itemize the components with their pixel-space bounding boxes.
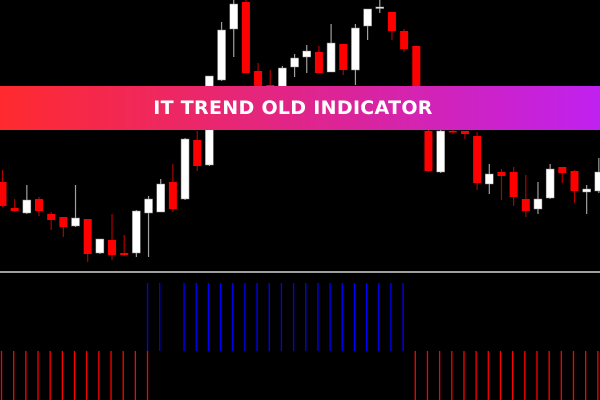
bullish-candle <box>156 183 165 213</box>
bullish-candle <box>485 173 494 185</box>
bearish-candle <box>59 217 68 227</box>
bearish-candle <box>314 52 323 73</box>
bearish-candle <box>558 167 567 173</box>
bearish-candle <box>193 140 202 166</box>
bearish-candle <box>0 182 7 206</box>
price-chart <box>0 0 600 262</box>
bullish-candle <box>132 210 141 254</box>
bearish-candle <box>387 12 396 31</box>
bullish-candle <box>95 238 105 254</box>
bullish-candle <box>71 217 80 227</box>
bullish-candle <box>545 168 555 199</box>
bearish-candle <box>460 131 469 134</box>
bullish-candle <box>144 198 153 214</box>
bullish-candle <box>290 57 299 68</box>
bullish-candle <box>302 50 311 58</box>
bullish-candle <box>436 130 445 173</box>
bearish-candle <box>400 31 409 49</box>
bearish-candle <box>339 44 348 70</box>
bullish-candle <box>180 138 190 200</box>
bearish-candle <box>448 131 457 133</box>
bearish-candle <box>168 182 177 209</box>
bearish-candle <box>473 136 482 183</box>
bearish-candle <box>47 214 56 220</box>
bullish-candle <box>351 27 360 71</box>
bearish-candle <box>241 2 250 73</box>
banner-title: IT TREND OLD INDICATOR <box>153 97 433 119</box>
bullish-candle <box>582 188 591 193</box>
bearish-candle <box>120 253 129 255</box>
bearish-candle <box>497 172 506 176</box>
bearish-candle <box>108 240 117 255</box>
bullish-candle <box>363 8 372 27</box>
bearish-candle <box>10 208 19 211</box>
bullish-candle <box>326 42 336 73</box>
bullish-candle <box>533 198 543 210</box>
bearish-candle <box>412 46 421 120</box>
bearish-candle <box>35 199 44 211</box>
bullish-candle <box>375 6 385 9</box>
bullish-candle <box>22 199 32 214</box>
bullish-candle <box>594 171 600 192</box>
bearish-candle <box>570 171 579 191</box>
bullish-candle <box>217 29 226 81</box>
bearish-candle <box>254 71 263 95</box>
bearish-candle <box>509 172 518 197</box>
bullish-candle <box>229 3 238 30</box>
bearish-candle <box>521 199 530 211</box>
bearish-candle <box>424 131 433 171</box>
title-banner: IT TREND OLD INDICATOR <box>0 86 600 130</box>
bearish-candle <box>83 219 92 254</box>
